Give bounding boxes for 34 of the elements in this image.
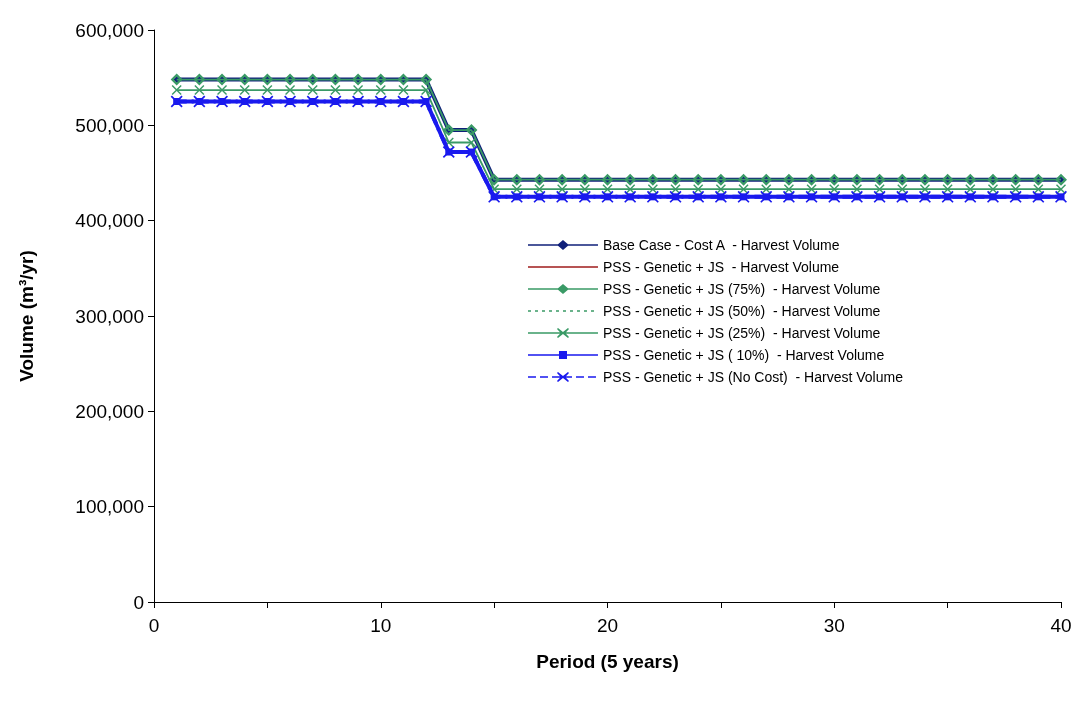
x-axis-title: Period (5 years) (536, 651, 679, 672)
point (466, 137, 477, 148)
point (217, 85, 228, 96)
point (353, 85, 364, 96)
y-tick-label: 600,000 (75, 19, 144, 41)
y-tick-label: 0 (133, 591, 144, 613)
x-tick-label: 20 (596, 615, 619, 636)
x-tick-label: 10 (370, 615, 392, 636)
legend-label: PSS - Genetic + JS (75%) - Harvest Volume (603, 281, 881, 297)
legend-label: PSS - Genetic + JS (25%) - Harvest Volume (603, 325, 881, 341)
y-tick-label: 300,000 (75, 305, 144, 327)
point (375, 85, 386, 96)
point (171, 85, 182, 96)
point (330, 85, 341, 96)
point (398, 85, 409, 96)
point (239, 85, 250, 96)
point (285, 85, 296, 96)
legend-label: Base Case - Cost A - Harvest Volume (603, 237, 840, 253)
legend-label: PSS - Genetic + JS (No Cost) - Harvest Volume (603, 369, 904, 385)
point (421, 85, 432, 96)
point (194, 85, 205, 96)
legend-label: PSS - Genetic + JS - Harvest Volume (603, 259, 840, 275)
y-tick-label: 100,000 (75, 496, 144, 518)
y-tick-label: 400,000 (75, 210, 144, 232)
y-tick-label: 200,000 (75, 400, 144, 422)
legend-label: PSS - Genetic + JS ( 10%) - Harvest Volume (603, 347, 885, 363)
legend-label: PSS - Genetic + JS (50%) - Harvest Volume (603, 303, 881, 319)
point (307, 85, 318, 96)
y-axis-title: Volume (m³/yr) (16, 250, 37, 382)
x-tick-label: 0 (148, 615, 160, 636)
point (262, 85, 273, 96)
x-tick-label: 40 (1050, 615, 1072, 636)
y-tick-label: 500,000 (75, 114, 144, 136)
x-tick-label: 30 (823, 615, 845, 636)
